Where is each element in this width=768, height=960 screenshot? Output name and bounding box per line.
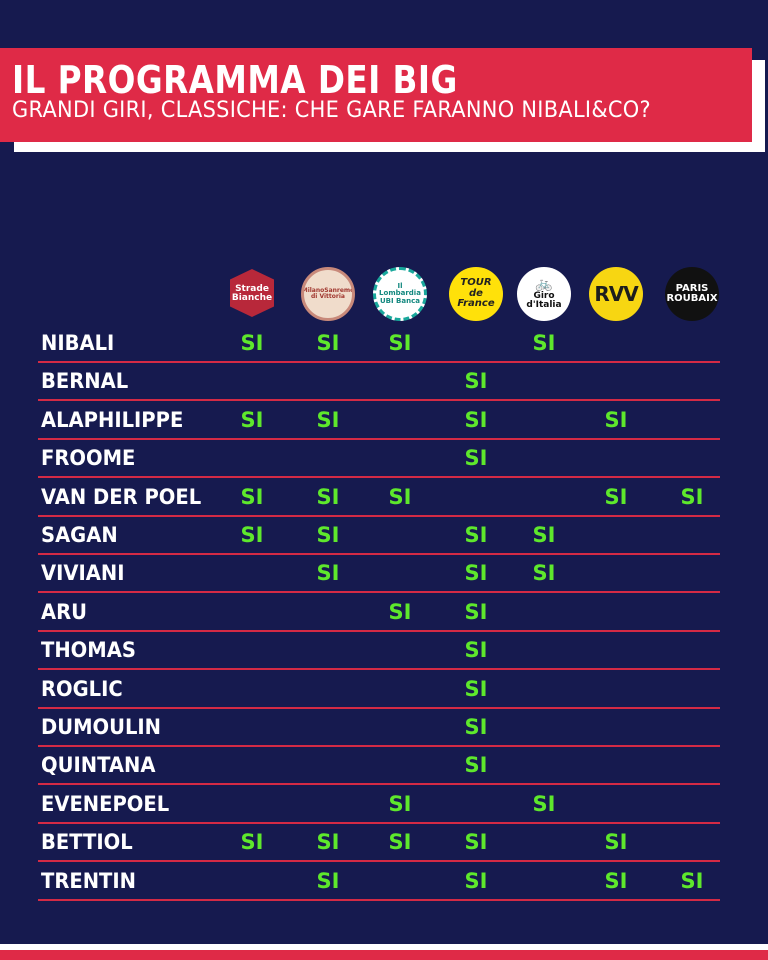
rider-name: TRENTIN [41, 868, 136, 893]
table-row: EVENEPOEL SI SI [38, 786, 720, 824]
si-mark-milano: SI [316, 484, 340, 509]
footer-stripe-white [0, 944, 768, 950]
race-logo-text: ROUBAIX [666, 293, 718, 304]
si-mark-strade: SI [240, 407, 264, 432]
race-logo-strade: Strade Bianche [225, 267, 279, 321]
race-logo-giro: 🚲 Giro d'Italia [517, 267, 571, 321]
race-logo-text: 🚲 [535, 276, 553, 293]
table-row: VAN DER POEL SI SI SI SI SI [38, 479, 720, 517]
race-logo-text: MilanoSanremo [301, 286, 355, 294]
si-mark-giro: SI [532, 523, 556, 547]
race-logo-lombardia: Il Lombardia UBI Banca [373, 267, 427, 321]
table-row: QUINTANA SI [38, 747, 720, 786]
si-mark-rvv: SI [604, 830, 628, 855]
si-mark-milano: SI [316, 331, 340, 355]
race-logo-rvv: RVV [589, 267, 643, 321]
si-mark-tour: SI [464, 753, 488, 778]
si-mark-strade: SI [240, 523, 264, 547]
race-logo-tour: TOUR de France [449, 267, 503, 321]
table-row: TRENTIN SI SI SI SI [38, 863, 720, 901]
rider-name: BERNAL [41, 369, 129, 394]
si-mark-tour: SI [464, 446, 488, 471]
race-logo-text: Giro d'Italia [526, 290, 562, 311]
table-row: BETTIOL SI SI SI SI SI [38, 824, 720, 863]
si-mark-tour: SI [464, 523, 488, 547]
rider-name: VIVIANI [41, 561, 125, 586]
si-mark-strade: SI [240, 830, 264, 855]
si-mark-tour: SI [464, 830, 488, 855]
si-mark-tour: SI [464, 407, 488, 432]
race-logo-paris: PARIS ROUBAIX [665, 267, 719, 321]
rider-name: QUINTANA [41, 753, 156, 778]
race-logo-text: de France [457, 287, 495, 310]
table-row: DUMOULIN SI [38, 709, 720, 747]
si-mark-tour: SI [464, 868, 488, 893]
header-banner [0, 48, 752, 142]
table-row: ALAPHILIPPE SI SI SI SI [38, 402, 720, 440]
si-mark-tour: SI [464, 638, 488, 663]
si-mark-lombardia: SI [388, 599, 412, 624]
table-row: THOMAS SI [38, 632, 720, 671]
si-mark-tour: SI [464, 561, 488, 586]
si-mark-rvv: SI [604, 407, 628, 432]
race-logo-text: TOUR [460, 277, 492, 289]
si-mark-milano: SI [316, 407, 340, 432]
si-mark-lombardia: SI [388, 331, 412, 355]
race-logo-text: Il Lombardia [379, 281, 421, 298]
si-mark-tour: SI [464, 369, 488, 394]
si-mark-lombardia: SI [388, 830, 412, 855]
page-title: IL PROGRAMMA DEI BIG [12, 58, 458, 102]
si-mark-giro: SI [532, 791, 556, 816]
rider-name: BETTIOL [41, 830, 133, 855]
strade-shield-icon [230, 269, 274, 317]
si-mark-milano: SI [316, 868, 340, 893]
si-mark-rvv: SI [604, 484, 628, 509]
race-logo-text: RVV [594, 281, 638, 306]
si-mark-giro: SI [532, 331, 556, 355]
table-row: VIVIANI SI SI SI [38, 555, 720, 594]
si-mark-milano: SI [316, 523, 340, 547]
rider-name: ROGLIC [41, 676, 123, 701]
si-mark-paris: SI [680, 484, 704, 509]
table-row: ARU SI SI [38, 594, 720, 632]
si-mark-giro: SI [532, 561, 556, 586]
race-logo-text: UBI Banca [380, 296, 420, 305]
si-mark-rvv: SI [604, 868, 628, 893]
footer-stripe-red [0, 950, 768, 960]
si-mark-lombardia: SI [388, 791, 412, 816]
table-row: BERNAL SI [38, 363, 720, 402]
page-subtitle: GRANDI GIRI, CLASSICHE: CHE GARE FARANNO… [12, 98, 651, 123]
race-logo-milano: MilanoSanremo di Vittoria [301, 267, 355, 321]
race-logo-text: Strade Bianche [231, 283, 273, 303]
si-mark-strade: SI [240, 331, 264, 355]
race-logo-text: PARIS [675, 282, 709, 294]
si-mark-tour: SI [464, 676, 488, 701]
table-row: NIBALI SI SI SI SI [38, 325, 720, 363]
rider-name: THOMAS [41, 638, 136, 663]
rider-name: FROOME [41, 446, 136, 471]
si-mark-milano: SI [316, 561, 340, 586]
si-mark-milano: SI [316, 830, 340, 855]
rider-name: DUMOULIN [41, 715, 162, 739]
si-mark-strade: SI [240, 484, 264, 509]
table-row: SAGAN SI SI SI SI [38, 517, 720, 555]
rider-name: ARU [41, 599, 88, 624]
si-mark-tour: SI [464, 599, 488, 624]
rider-name: VAN DER POEL [41, 484, 202, 509]
table-row: FROOME SI [38, 440, 720, 479]
si-mark-lombardia: SI [388, 484, 412, 509]
rider-name: NIBALI [41, 331, 115, 355]
rider-name: EVENEPOEL [41, 791, 170, 816]
race-logo-text: di Vittoria [311, 293, 345, 300]
rider-name: ALAPHILIPPE [41, 407, 184, 432]
si-mark-tour: SI [464, 715, 488, 739]
rider-name: SAGAN [41, 523, 118, 547]
si-mark-paris: SI [680, 868, 704, 893]
table-row: ROGLIC SI [38, 671, 720, 709]
